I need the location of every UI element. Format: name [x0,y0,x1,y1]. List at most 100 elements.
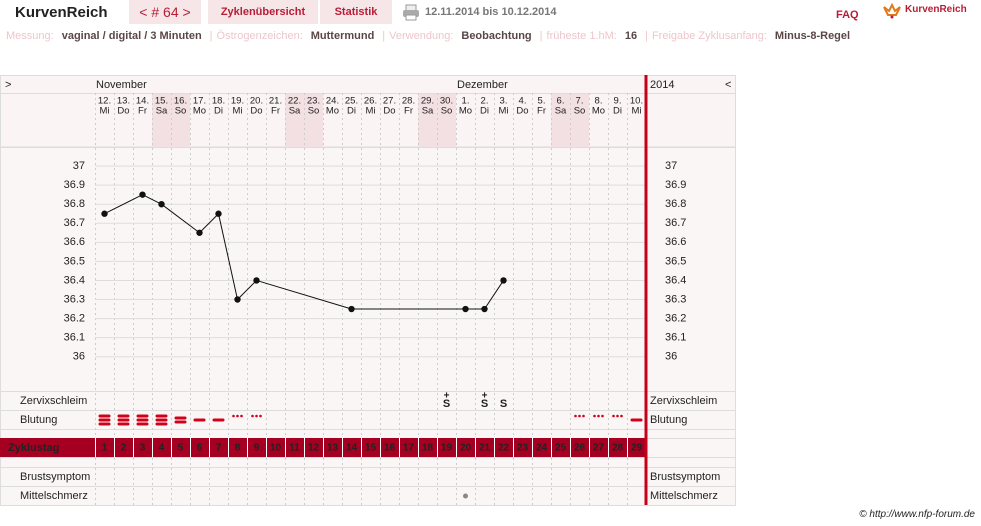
y-tick-label: 36.6 [64,236,85,248]
cycle-day: 29 [631,443,643,454]
bleeding-dash [155,422,168,426]
tab[interactable]: Statistik [320,0,392,24]
brand[interactable]: KurvenReich [15,4,108,21]
y-tick-label: 36.9 [665,179,686,191]
setting-label: Verwendung: [389,30,454,42]
faq-link[interactable]: FAQ [836,9,859,21]
weekend-shade [437,93,456,147]
weekday-label: Mi [365,106,375,117]
y-tick-label: 36.5 [665,255,686,267]
date-label: 9. [614,96,622,107]
date-label: 16. [174,96,187,107]
weekday-label: Fr [271,106,280,117]
bleeding-dot [232,414,235,418]
weekday-label: Mi [631,106,641,117]
bleeding-dot [616,414,619,418]
bleeding-dash [117,418,130,422]
date-label: 14. [136,96,149,107]
bleeding-dash [174,416,187,420]
bleeding-dash [212,418,225,422]
weekday-label: So [175,106,187,117]
row-label: Zervixschleim [650,395,717,407]
date-label: 3. [500,96,508,107]
setting-value: Minus-8-Regel [774,30,851,42]
date-label: 12. [98,96,111,107]
cycle-day: 19 [441,443,453,454]
weekday-label: So [574,106,586,117]
weekday-label: Sa [289,106,301,117]
temperature-point [196,229,203,236]
date-label: 23. [307,96,320,107]
bleeding-dot [582,414,585,418]
date-label: 30. [440,96,453,107]
y-tick-label: 36.1 [665,332,686,344]
cycle-day: 4 [159,443,165,454]
cycle-day: 28 [612,443,624,454]
temperature-segment [142,194,162,205]
setting-label: Messung: [6,30,54,42]
bleeding-dot [259,414,262,418]
bleeding-dash [98,418,111,422]
row-label: Zervixschleim [20,395,87,407]
date-label: 21. [269,96,282,107]
temperature-segment [237,280,257,300]
date-label: 18. [212,96,225,107]
date-label: 20. [250,96,263,107]
nav-button[interactable]: > [5,79,11,91]
weekday-label: Di [480,106,489,117]
bleeding-dot [593,414,596,418]
temperature-point [462,305,469,313]
weekday-label: Mo [193,106,206,117]
temperature-point [253,277,260,284]
weekday-label: Fr [537,106,546,117]
cycle-day: 5 [178,443,184,454]
weekday-label: Do [117,106,129,117]
y-tick-label: 36.4 [64,274,85,286]
weekday-label: Mi [232,106,242,117]
weekday-label: Di [613,106,622,117]
row-label: Brustsymptom [650,471,720,483]
bleeding-dot [574,414,577,418]
footer: © http://www.nfp-forum.de [859,509,975,520]
cycle-day: 16 [384,443,396,454]
separator: | [209,30,213,42]
y-tick-label: 37 [73,160,85,172]
y-tick-label: 36.7 [64,217,85,229]
nav-button: < [725,79,731,91]
cycle-day: 14 [346,443,358,454]
bleeding-dash [155,414,168,418]
weekend-shade [551,93,570,147]
logo-text[interactable]: KurvenReich [905,4,967,15]
cycle-nav[interactable]: < # 64 > [129,0,201,24]
cycle-day: 27 [593,443,605,454]
bleeding-dot [236,414,239,418]
weekday-label: Do [516,106,528,117]
y-tick-label: 36 [73,351,85,363]
y-tick-label: 36.5 [64,255,85,267]
cycle-day: 13 [327,443,339,454]
temperature-segment [161,203,200,234]
cycle-day: 17 [403,443,415,454]
bleeding-dash [117,422,130,426]
mucus-letter: S [500,398,507,410]
weekday-label: Sa [422,106,434,117]
mucus-sign: + [444,391,450,402]
cycle-label: Zyklustag [8,442,59,454]
temperature-point [481,305,488,313]
tab[interactable]: Zyklenübersicht [208,0,318,24]
y-tick-label: 36.4 [665,274,686,286]
setting-label: Östrogenzeichen: [216,30,303,42]
date-label: 26. [364,96,377,107]
cycle-day: 3 [140,443,146,454]
month-label: Dezember [457,79,508,91]
header-rows [0,75,736,148]
weekday-label: Do [250,106,262,117]
y-tick-label: 37 [665,160,677,172]
separator: | [539,30,543,42]
print-icon[interactable] [402,4,420,21]
y-tick-label: 36.1 [64,332,85,344]
date-label: 10. [630,96,643,107]
year-label: 2014 [650,79,674,91]
cycle-day: 7 [216,443,222,454]
